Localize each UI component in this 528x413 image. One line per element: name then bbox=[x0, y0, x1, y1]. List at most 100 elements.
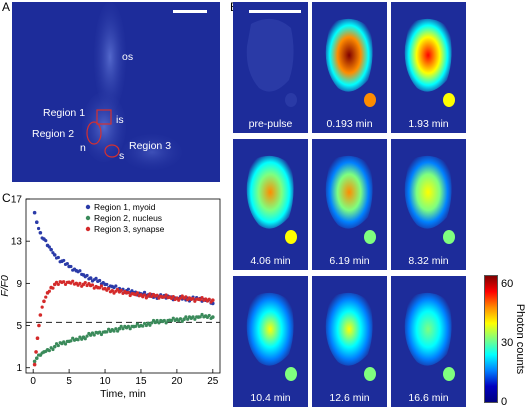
data-point bbox=[107, 327, 111, 331]
data-point bbox=[116, 329, 120, 333]
tile-time-label: 0.193 min bbox=[326, 118, 373, 130]
colorbar-tick-label: 60 bbox=[501, 277, 514, 290]
x-axis-label: Time, min bbox=[100, 388, 146, 400]
colorbar bbox=[484, 275, 498, 403]
panel-b-tile-9: 16.6 min bbox=[391, 276, 466, 407]
data-point bbox=[32, 362, 37, 367]
cell-signal-blob bbox=[404, 155, 452, 229]
y-axis-label: F/F0 bbox=[0, 275, 11, 297]
data-point bbox=[198, 315, 202, 319]
data-point bbox=[171, 316, 175, 320]
cell-signal-blob bbox=[404, 292, 452, 366]
data-point bbox=[99, 284, 104, 288]
tile-time-label: 4.06 min bbox=[250, 255, 291, 267]
data-point bbox=[56, 343, 60, 348]
data-point bbox=[40, 305, 44, 309]
data-point bbox=[32, 210, 37, 215]
plot-frame bbox=[25, 198, 221, 374]
data-point bbox=[178, 296, 183, 300]
data-point bbox=[78, 281, 82, 285]
data-point bbox=[63, 282, 68, 287]
data-point bbox=[52, 253, 57, 257]
label-region-3: Region 3 bbox=[129, 140, 172, 152]
data-point bbox=[94, 276, 98, 280]
tile-time-label: 1.93 min bbox=[408, 118, 449, 130]
data-point bbox=[71, 279, 75, 283]
data-point bbox=[142, 293, 147, 297]
synapse-signal bbox=[285, 367, 297, 381]
legend-entry: Region 3, synapse bbox=[94, 224, 165, 234]
neighbor-glow bbox=[122, 134, 182, 170]
data-point bbox=[105, 330, 109, 334]
data-point bbox=[92, 333, 96, 337]
legend-entry: Region 2, nucleus bbox=[94, 213, 162, 223]
data-point bbox=[83, 280, 87, 285]
data-point bbox=[37, 323, 41, 328]
x-tick-label: 10 bbox=[99, 376, 111, 387]
region-2-outline bbox=[86, 121, 102, 145]
data-point bbox=[54, 280, 59, 284]
data-point bbox=[126, 290, 130, 295]
data-point bbox=[155, 318, 159, 323]
data-point bbox=[47, 348, 51, 353]
data-point bbox=[112, 329, 116, 333]
data-point bbox=[135, 291, 139, 295]
cell-signal-blob bbox=[325, 155, 373, 229]
y-tick-label: 9 bbox=[16, 279, 22, 290]
data-point bbox=[207, 313, 211, 318]
panel-letter-c: C bbox=[2, 191, 11, 205]
data-point bbox=[191, 297, 195, 301]
synapse-signal bbox=[364, 93, 376, 107]
data-point bbox=[42, 299, 46, 304]
data-point bbox=[49, 247, 53, 252]
cell-signal-blob bbox=[325, 292, 373, 366]
tile-time-label: 12.6 min bbox=[329, 392, 370, 404]
synapse-signal bbox=[443, 367, 455, 381]
data-point bbox=[178, 317, 183, 321]
data-point bbox=[150, 321, 154, 325]
panel-a-micrograph: os is n s Region 1 Region 2 Region 3 bbox=[12, 2, 220, 182]
data-point bbox=[121, 327, 125, 331]
panel-b-tile-1: pre-pulse bbox=[233, 2, 308, 133]
data-point bbox=[116, 287, 120, 292]
data-point bbox=[114, 284, 118, 288]
panel-a-scalebar bbox=[173, 10, 207, 13]
data-point bbox=[128, 327, 132, 331]
data-point bbox=[56, 255, 60, 260]
legend-marker bbox=[85, 215, 91, 221]
data-point bbox=[85, 273, 89, 278]
cell-signal-blob bbox=[404, 18, 452, 92]
data-point bbox=[198, 298, 202, 302]
panel-b-scalebar bbox=[249, 10, 301, 13]
panel-b-tile-2: 0.193 min bbox=[312, 2, 387, 133]
panel-b-tile-6: 8.32 min bbox=[391, 139, 466, 270]
y-tick-label: 1 bbox=[16, 363, 22, 374]
data-point bbox=[34, 356, 39, 361]
y-tick-label: 17 bbox=[11, 195, 23, 206]
panel-a-cell-shape bbox=[82, 2, 182, 170]
data-point bbox=[200, 312, 204, 317]
data-point bbox=[148, 323, 152, 327]
x-tick-label: 15 bbox=[135, 376, 147, 387]
data-point bbox=[184, 315, 188, 319]
data-point bbox=[35, 336, 40, 340]
data-point bbox=[207, 297, 211, 301]
data-point bbox=[119, 288, 123, 293]
data-point bbox=[211, 315, 215, 319]
legend-marker bbox=[85, 204, 91, 210]
data-point bbox=[200, 296, 204, 300]
label-is: is bbox=[116, 114, 124, 126]
data-point bbox=[34, 350, 38, 354]
colorbar-tick-label: 30 bbox=[501, 336, 514, 349]
data-point bbox=[62, 258, 66, 263]
data-point bbox=[76, 338, 80, 342]
colorbar-gradient bbox=[484, 275, 498, 403]
data-point bbox=[63, 342, 68, 346]
cell-signal-blob bbox=[246, 292, 294, 366]
tile-time-label: 6.19 min bbox=[329, 255, 370, 267]
data-point bbox=[51, 347, 55, 352]
label-n: n bbox=[80, 142, 86, 154]
data-point bbox=[148, 292, 152, 296]
data-point bbox=[135, 322, 139, 326]
